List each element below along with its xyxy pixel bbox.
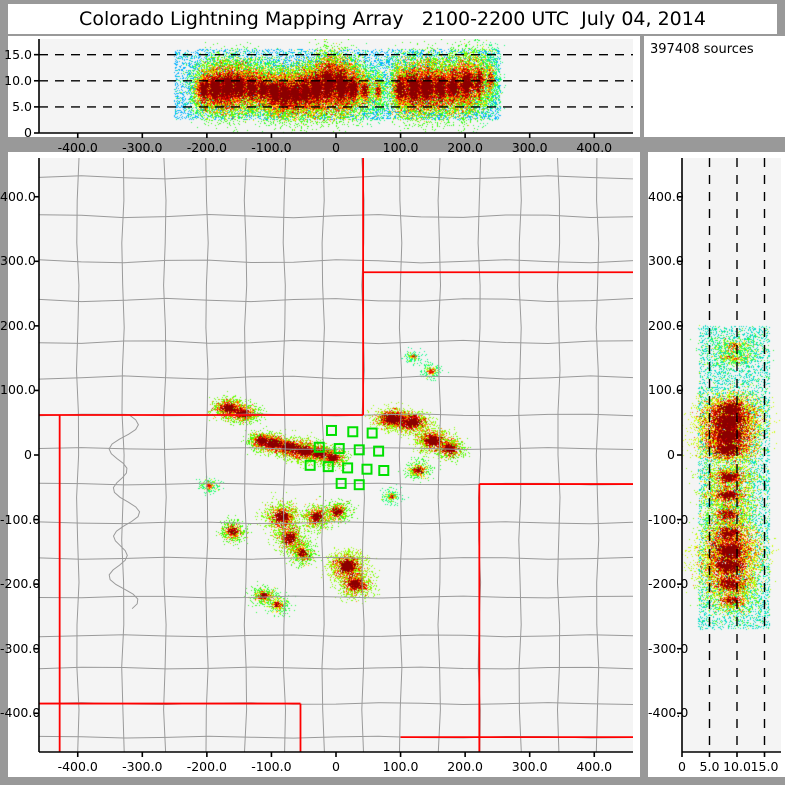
county-line	[38, 259, 634, 264]
top-x-tick-label: 400.0	[576, 140, 613, 155]
lma-station-marker[interactable]	[322, 461, 334, 473]
panel-altitude-vs-north-south	[648, 152, 785, 777]
top-y-tick-label: 15.0	[4, 46, 32, 62]
county-line	[38, 595, 634, 599]
top-panel-axes	[34, 39, 633, 138]
map-x-tick-label: -200.0	[186, 759, 227, 774]
lma-station-marker[interactable]	[325, 424, 337, 436]
top-x-tick-label: -200.0	[186, 140, 227, 155]
top-x-tick-label: 300.0	[511, 140, 548, 155]
map-x-tick-label: -300.0	[122, 759, 163, 774]
map-y-tick-label: -400.0	[0, 705, 41, 721]
map-y-tick-label: 300.0	[0, 253, 36, 269]
lma-station-marker[interactable]	[313, 441, 325, 453]
county-line	[437, 157, 442, 753]
map-x-tick-label: 200.0	[447, 759, 484, 774]
title-bar: Colorado Lightning Mapping Array 2100-22…	[8, 4, 777, 34]
sources-count-label: 397408 sources	[650, 42, 754, 57]
map-y-tick-label: -100.0	[0, 511, 41, 527]
county-line	[38, 297, 634, 303]
county-line	[205, 157, 209, 753]
top-y-tick-label: 5.0	[12, 98, 32, 114]
map-x-tick-label: 100.0	[382, 759, 419, 774]
lma-station-marker[interactable]	[342, 462, 354, 474]
map-x-tick-label: -100.0	[251, 759, 292, 774]
lma-station-marker[interactable]	[335, 477, 347, 489]
lma-station-marker[interactable]	[366, 427, 378, 439]
lma-station-marker[interactable]	[361, 463, 373, 475]
top-y-tick-label: 0	[24, 125, 32, 140]
map-borders-and-stations	[34, 157, 634, 757]
right-y-tick-label: -100.0	[648, 511, 689, 527]
right-y-tick-label: -400.0	[648, 705, 689, 721]
right-x-tick-label: 15.0	[750, 759, 779, 774]
county-line	[38, 666, 634, 670]
county-line	[38, 447, 634, 451]
map-source-density	[39, 158, 633, 752]
sources-count-panel: 397408 sources	[644, 36, 785, 137]
top-y-tick-label: 10.0	[4, 72, 32, 88]
right-y-tick-label: 300.0	[648, 253, 684, 269]
top-x-tick-label: -400.0	[57, 140, 98, 155]
map-y-tick-label: -200.0	[0, 576, 41, 592]
top-x-tick-label: -100.0	[251, 140, 292, 155]
map-x-tick-label: 0	[332, 759, 340, 774]
right-y-tick-label: 100.0	[648, 382, 684, 398]
county-line-mountain	[108, 414, 141, 610]
county-line	[38, 175, 634, 180]
panel-plan-view-map	[8, 152, 640, 777]
right-y-tick-label: -200.0	[648, 576, 689, 592]
map-x-tick-label: 400.0	[576, 759, 613, 774]
county-line	[38, 375, 634, 380]
top-x-tick-label: 100.0	[382, 140, 419, 155]
county-line	[556, 157, 561, 753]
right-x-tick-label: 10.0	[723, 759, 751, 774]
county-line	[595, 157, 600, 753]
lma-station-marker[interactable]	[304, 459, 316, 471]
county-line	[282, 157, 287, 753]
county-line	[321, 157, 325, 753]
county-line	[38, 213, 634, 219]
county-line	[243, 157, 248, 753]
lma-station-marker[interactable]	[347, 426, 359, 438]
map-x-tick-label: -400.0	[57, 759, 98, 774]
right-y-tick-label: -300.0	[648, 640, 689, 656]
map-y-tick-label: 100.0	[0, 382, 36, 398]
county-line	[398, 157, 403, 753]
panel-altitude-vs-east-west	[8, 36, 640, 138]
lma-station-marker[interactable]	[353, 444, 365, 456]
lma-station-marker[interactable]	[378, 464, 390, 476]
right-y-tick-label: 200.0	[648, 317, 684, 333]
lma-station-marker[interactable]	[373, 445, 385, 457]
county-line	[38, 634, 634, 638]
county-line	[75, 157, 80, 753]
map-y-tick-label: 400.0	[0, 188, 36, 204]
county-line	[121, 157, 125, 753]
lma-station-marker[interactable]	[353, 479, 365, 491]
top-x-tick-label: 0	[332, 140, 340, 155]
map-y-tick-label: -300.0	[0, 640, 41, 656]
county-line	[38, 556, 634, 560]
right-x-tick-label: 5.0	[699, 759, 720, 774]
county-line	[38, 521, 634, 525]
right-y-tick-label: 0	[667, 447, 675, 462]
right-x-tick-label: 0	[678, 759, 686, 774]
lma-station-marker[interactable]	[333, 443, 345, 455]
map-y-tick-label: 0	[24, 447, 32, 462]
county-line	[518, 157, 522, 753]
right-panel-axes	[677, 158, 781, 757]
top-x-tick-label: -300.0	[122, 140, 163, 155]
county-line	[163, 157, 167, 753]
map-x-tick-label: 300.0	[511, 759, 548, 774]
page-title: Colorado Lightning Mapping Array 2100-22…	[79, 8, 706, 30]
map-y-tick-label: 200.0	[0, 317, 36, 333]
county-line	[38, 339, 634, 345]
top-x-tick-label: 200.0	[447, 140, 484, 155]
right-y-tick-label: 400.0	[648, 188, 684, 204]
